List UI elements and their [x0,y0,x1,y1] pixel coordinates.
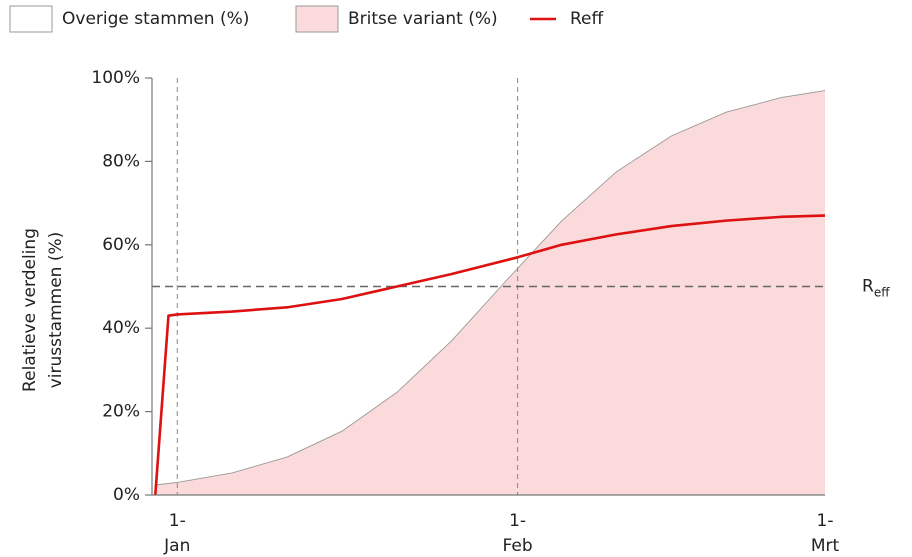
legend-swatch [9,5,53,33]
y-tick-label: 40% [102,318,140,338]
reference-label-subscript: eff [874,285,890,299]
x-tick-label: 1-Mrt [811,511,840,556]
reference-label: Reff [862,277,890,300]
y-tick-label: 60% [102,235,140,255]
y-axis-title: virusstammen (%) [46,232,66,389]
x-tick-label: 1-Feb [503,511,533,556]
y-tick-label: 100% [91,68,140,88]
legend-swatch [295,5,339,33]
line [153,214,826,496]
area [155,90,825,495]
y-tick-label: 20% [102,402,140,422]
x-tick-label: 1-Jan [163,511,190,556]
legend-label: Reff [570,9,605,29]
legend-label: Overige stammen (%) [62,9,249,29]
area-outline [155,90,826,486]
legend-label: Britse variant (%) [348,9,498,29]
y-axis-title: Relatieve verdeling [20,228,40,392]
y-tick-label: 0% [113,485,140,505]
y-tick-label: 80% [102,151,140,171]
